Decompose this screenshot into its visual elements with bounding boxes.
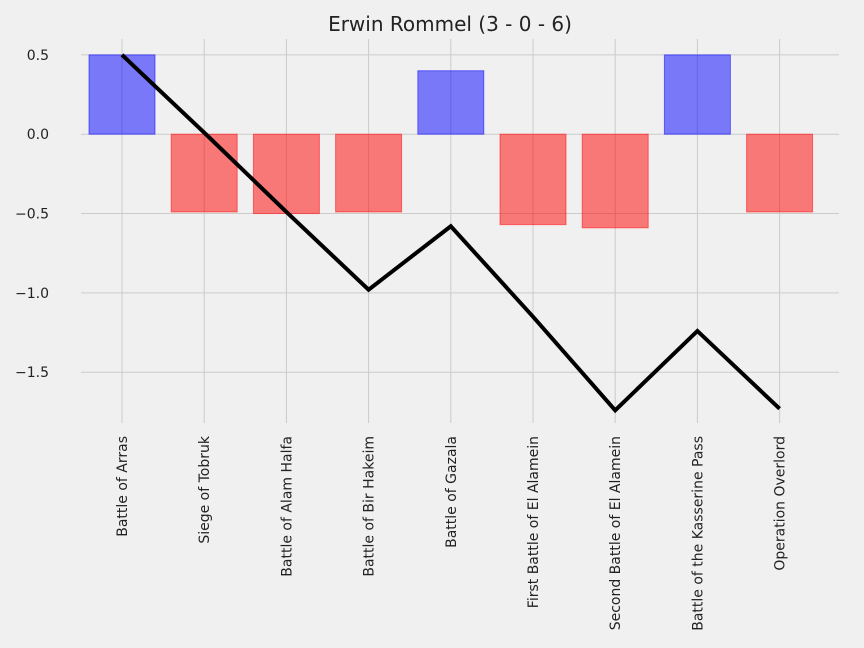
bar (335, 133, 403, 213)
x-tick-label: First Battle of El Alamein (526, 436, 542, 608)
bar (499, 133, 567, 226)
x-tick-label: Battle of Gazala (444, 436, 460, 548)
bar (663, 54, 731, 135)
y-tick-label: 0.0 (27, 127, 49, 143)
chart-title: Erwin Rommel (3 - 0 - 6) (328, 12, 572, 36)
bar (170, 133, 238, 213)
y-axis-ticks: 0.5 0.0 −0.5 −1.0 −1.5 (15, 48, 49, 381)
bar (417, 70, 485, 135)
bar (746, 133, 814, 213)
bar (252, 133, 320, 215)
bar (88, 54, 156, 135)
y-tick-label: −1.0 (15, 286, 49, 302)
x-tick-label: Battle of Bir Hakeim (362, 436, 378, 577)
x-tick-label: Second Battle of El Alamein (608, 436, 624, 630)
bars (88, 54, 814, 229)
line-series (120, 53, 781, 414)
y-tick-label: −0.5 (15, 207, 49, 223)
x-tick-label: Operation Overlord (773, 436, 789, 571)
x-axis-ticks: Battle of Arras Siege of Tobruk Battle of … (115, 435, 789, 631)
x-tick-label: Siege of Tobruk (197, 435, 213, 544)
cumulative-line (120, 53, 781, 414)
bar (581, 133, 649, 229)
x-tick-label: Battle of Arras (115, 436, 131, 537)
y-tick-label: 0.5 (27, 48, 49, 64)
y-tick-label: −1.5 (15, 365, 49, 381)
x-tick-label: Battle of Alam Halfa (279, 436, 295, 577)
x-tick-label: Battle of the Kasserine Pass (690, 436, 706, 631)
